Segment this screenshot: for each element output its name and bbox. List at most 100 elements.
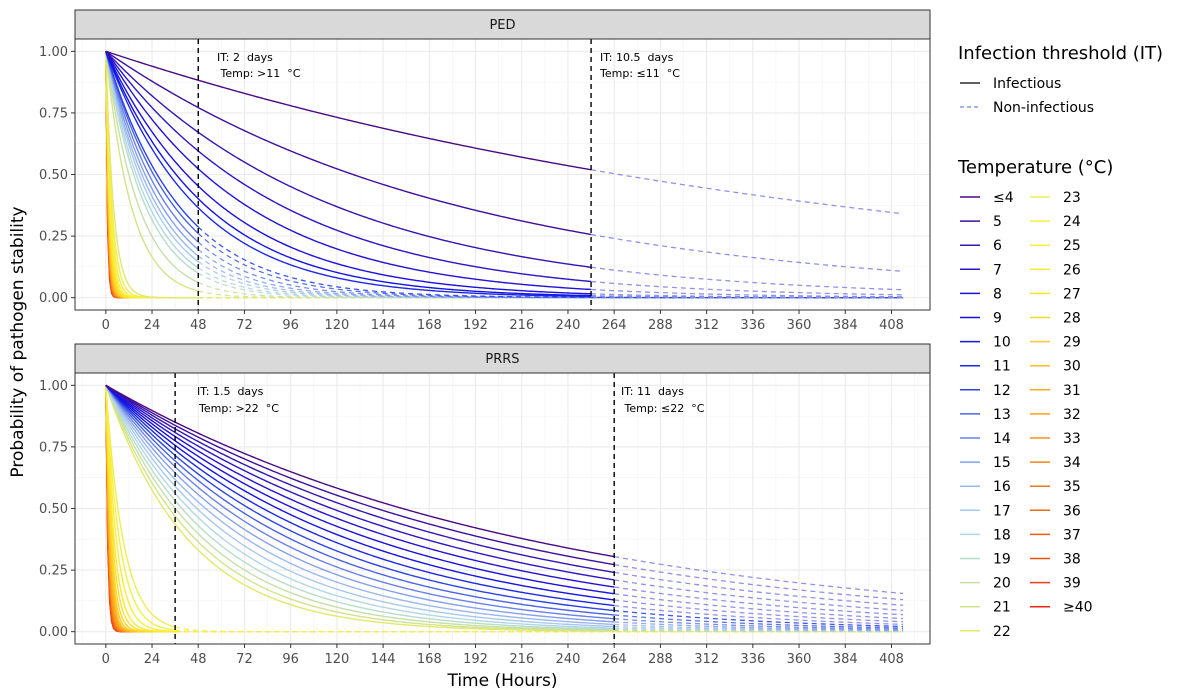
- x-tick-label: 96: [282, 318, 299, 333]
- legend-temp-label: ≤4: [993, 190, 1014, 206]
- ped-annot-1-line1: IT: 2 days: [217, 51, 273, 64]
- series-11: [105, 384, 615, 607]
- legend-temp-label: 7: [993, 262, 1002, 278]
- series-6: [105, 50, 592, 268]
- legend-temp-label: 8: [993, 286, 1002, 302]
- series-dashed-10: [614, 599, 904, 623]
- series-11: [105, 51, 592, 298]
- legend-temp-label: 36: [1063, 503, 1081, 519]
- legend-temp-label: 33: [1063, 431, 1081, 447]
- legend-temp-label: 25: [1063, 238, 1081, 254]
- series-dashed-6: [614, 571, 904, 606]
- series-dashed-≤4: [590, 169, 904, 215]
- y-tick-label: 0.50: [39, 168, 68, 183]
- legend-temp-label: 22: [993, 624, 1011, 640]
- y-tick-label: 0.00: [39, 291, 68, 306]
- series-≤4: [105, 50, 592, 171]
- series-7: [105, 50, 592, 283]
- legend-temp-label: 5: [993, 214, 1002, 230]
- series-23: [105, 385, 176, 628]
- series-dashed-17: [614, 625, 904, 632]
- series-10: [105, 384, 615, 601]
- legend-temp-label: 9: [993, 311, 1002, 327]
- x-tick-label: 48: [190, 318, 207, 333]
- x-tick-label: 264: [602, 652, 627, 667]
- series-14: [105, 384, 615, 620]
- legend-it-label: Infectious: [993, 76, 1061, 92]
- series-15: [105, 384, 615, 623]
- legend-temp-label: 32: [1063, 407, 1081, 423]
- series-8: [105, 50, 592, 291]
- legend-temp-label: 30: [1063, 359, 1081, 375]
- x-tick-label: 120: [324, 652, 349, 667]
- legend-temp-label: 17: [993, 503, 1011, 519]
- y-tick-label: 1.00: [39, 379, 68, 394]
- series-9: [105, 384, 615, 595]
- x-tick-label: 240: [556, 652, 581, 667]
- ped-annot-1-line2: Temp: >11 °C: [217, 67, 301, 80]
- x-tick-label: 336: [740, 652, 765, 667]
- x-tick-label: 168: [417, 652, 442, 667]
- y-tick-label: 0.50: [39, 502, 68, 517]
- panel-prrs-x-ticks: 0 24 48 72 96 120 144 168 192 216 240 264 288 312 336 3…: [102, 644, 904, 667]
- series-≤4: [105, 384, 615, 558]
- legend-temp-label: 38: [1063, 552, 1081, 568]
- x-tick-label: 96: [282, 652, 299, 667]
- legend-it-items: Infectious Non-infectious: [960, 76, 1094, 116]
- series-dashed-11: [614, 604, 904, 626]
- x-tick-label: 72: [236, 652, 253, 667]
- x-tick-label: 408: [879, 652, 904, 667]
- legend-temp-label: 19: [993, 552, 1011, 568]
- legend-temp-label: ≥40: [1063, 600, 1093, 616]
- series-15: [105, 51, 199, 251]
- legend-temp-label: 28: [1063, 311, 1081, 327]
- series-9: [105, 51, 592, 295]
- legend-temp-label: 14: [993, 431, 1011, 447]
- series-17: [105, 384, 615, 628]
- series-dashed-23: [174, 626, 904, 633]
- legend-temp-label: 12: [993, 383, 1011, 399]
- x-tick-label: 0: [102, 318, 110, 333]
- y-tick-label: 0.25: [39, 564, 68, 579]
- x-tick-label: 192: [463, 652, 488, 667]
- legend-temp-label: 26: [1063, 262, 1081, 278]
- series-dashed-14: [614, 618, 904, 630]
- legend-temp-label: 21: [993, 600, 1011, 616]
- series-dashed-13: [197, 232, 904, 299]
- series-8: [105, 384, 615, 588]
- series-dashed-13: [614, 614, 904, 629]
- series-21: [105, 385, 615, 632]
- strip-prrs: [74, 343, 931, 374]
- legend-temp-label: 20: [993, 576, 1011, 592]
- series-dashed-8: [591, 288, 904, 298]
- series-13: [105, 51, 199, 234]
- x-tick-label: 384: [833, 652, 858, 667]
- series-dashed-5: [614, 563, 904, 601]
- legend-it-label: Non-infectious: [993, 100, 1094, 116]
- x-tick-label: 240: [556, 318, 581, 333]
- x-tick-label: 312: [694, 652, 719, 667]
- y-tick-label: 1.00: [39, 45, 68, 60]
- panel-prrs-series: [105, 384, 904, 633]
- x-tick-label: 312: [694, 318, 719, 333]
- series-20: [105, 51, 199, 284]
- series-dashed-≤4: [614, 555, 904, 595]
- series-19: [105, 385, 615, 630]
- legend-temp-label: 24: [1063, 214, 1081, 230]
- x-tick-label: 288: [648, 652, 673, 667]
- series-dashed-15: [614, 621, 904, 631]
- x-tick-label: 216: [509, 318, 534, 333]
- prrs-annot-1-line1: IT: 1.5 days: [197, 385, 264, 398]
- prrs-annot-1-line2: Temp: >22 °C: [198, 402, 279, 415]
- legend-temp-label: 34: [1063, 455, 1081, 471]
- series-5: [105, 50, 592, 236]
- series-19: [105, 51, 199, 274]
- series-dashed-7: [614, 579, 904, 611]
- x-tick-label: 24: [144, 652, 161, 667]
- series-26: [105, 385, 176, 633]
- series-22: [105, 385, 615, 632]
- x-tick-label: 336: [740, 318, 765, 333]
- legend-temp-label: 13: [993, 407, 1011, 423]
- legend-temp-label: 15: [993, 455, 1011, 471]
- legend-temp-label: 35: [1063, 479, 1081, 495]
